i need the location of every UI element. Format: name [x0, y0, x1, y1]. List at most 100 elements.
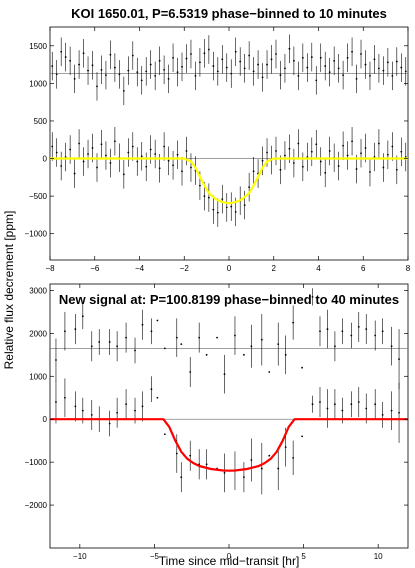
y-tick-label: 1000 [29, 372, 47, 381]
data-point [390, 409, 393, 412]
data-point [154, 74, 157, 77]
data-point [270, 58, 273, 61]
data-point [207, 48, 210, 51]
data-point [223, 373, 226, 376]
data-point [176, 71, 179, 73]
data-point [221, 198, 224, 201]
data-point [64, 396, 66, 399]
data-point [158, 167, 161, 170]
x-tick-label: 0 [227, 552, 232, 561]
data-point [360, 53, 362, 55]
data-point [351, 50, 353, 53]
data-point [390, 345, 393, 348]
data-point [199, 61, 201, 64]
data-point [239, 60, 242, 63]
data-point [116, 411, 119, 414]
data-point [181, 170, 183, 173]
data-point [105, 154, 107, 157]
data-point [292, 321, 295, 324]
data-point [319, 401, 321, 403]
data-point [69, 148, 72, 151]
data-point [156, 396, 159, 399]
data-point [355, 77, 358, 80]
data-point [398, 411, 400, 414]
data-point [216, 336, 218, 339]
data-point [91, 147, 94, 149]
data-point [315, 143, 318, 146]
data-point [116, 345, 119, 348]
data-point [248, 54, 251, 57]
data-point [357, 401, 360, 403]
data-point [175, 452, 178, 455]
x-tick-label: 2 [272, 264, 277, 273]
data-point [324, 171, 327, 174]
data-point [284, 446, 287, 449]
data-point [212, 65, 215, 67]
panel-bottom: −10 −5 0 5 10 −2000 −1000 0 1000 2000 3000 New sig… [25, 283, 409, 561]
panel-top-model [50, 157, 408, 205]
y-tick-label: 3000 [29, 286, 47, 295]
x-tick-label: 4 [316, 264, 321, 273]
data-point [243, 353, 245, 356]
data-point [266, 151, 268, 154]
data-point [69, 59, 72, 62]
data-point [284, 154, 286, 157]
x-tick-label: −10 [73, 552, 87, 561]
data-point [55, 151, 58, 154]
data-point [78, 142, 80, 145]
data-point [333, 59, 336, 62]
data-point [364, 147, 367, 149]
data-point [185, 57, 188, 60]
data-point [369, 74, 371, 77]
data-point [176, 153, 179, 156]
data-point [225, 206, 228, 209]
data-point [118, 73, 121, 76]
data-point [156, 319, 159, 322]
y-tick-label: −1000 [25, 230, 48, 239]
data-point [234, 50, 237, 53]
data-point [207, 196, 210, 199]
panel-top-title: KOI 1650.01, P=6.5319 phase−binned to 10… [71, 6, 387, 21]
x-tick-label: 5 [301, 552, 306, 561]
data-point [374, 334, 377, 337]
data-point [98, 341, 101, 343]
data-point [310, 150, 313, 153]
data-point [140, 155, 143, 158]
data-point [163, 347, 166, 350]
data-point [205, 463, 208, 466]
data-point [203, 195, 206, 198]
data-point [243, 67, 246, 70]
data-point [194, 74, 197, 77]
data-point [205, 353, 208, 356]
data-point [346, 56, 349, 59]
data-point [391, 74, 394, 77]
panel-bottom-title: New signal at: P=100.8199 phase−binned t… [59, 292, 399, 307]
data-point [365, 407, 368, 410]
data-point [297, 74, 300, 77]
data-point [189, 454, 192, 457]
data-point [90, 345, 93, 348]
data-point [328, 71, 331, 73]
panel-top-ticks: −8 −6 −4 −2 0 2 4 6 8 −1000 −500 0 500 1000 1500 [25, 27, 411, 273]
data-point [381, 330, 384, 333]
data-point [198, 336, 201, 339]
data-point [268, 371, 271, 373]
data-point [311, 295, 314, 298]
panel-bottom-datapoints [55, 288, 400, 495]
data-point [382, 69, 385, 72]
data-point [391, 145, 394, 148]
data-point [234, 334, 236, 337]
data-point [141, 323, 144, 326]
data-point [319, 160, 322, 163]
x-axis-label: Time since mid−transit [hr] [159, 554, 300, 568]
data-point [311, 403, 314, 406]
x-tick-label: −4 [135, 264, 145, 273]
data-point [260, 467, 263, 470]
x-tick-label: 0 [227, 264, 232, 273]
data-point [334, 403, 336, 406]
y-tick-label: −500 [29, 192, 48, 201]
x-tick-label: −2 [180, 264, 190, 273]
data-point [108, 341, 111, 343]
data-point [374, 403, 377, 406]
x-tick-label: −5 [150, 552, 160, 561]
